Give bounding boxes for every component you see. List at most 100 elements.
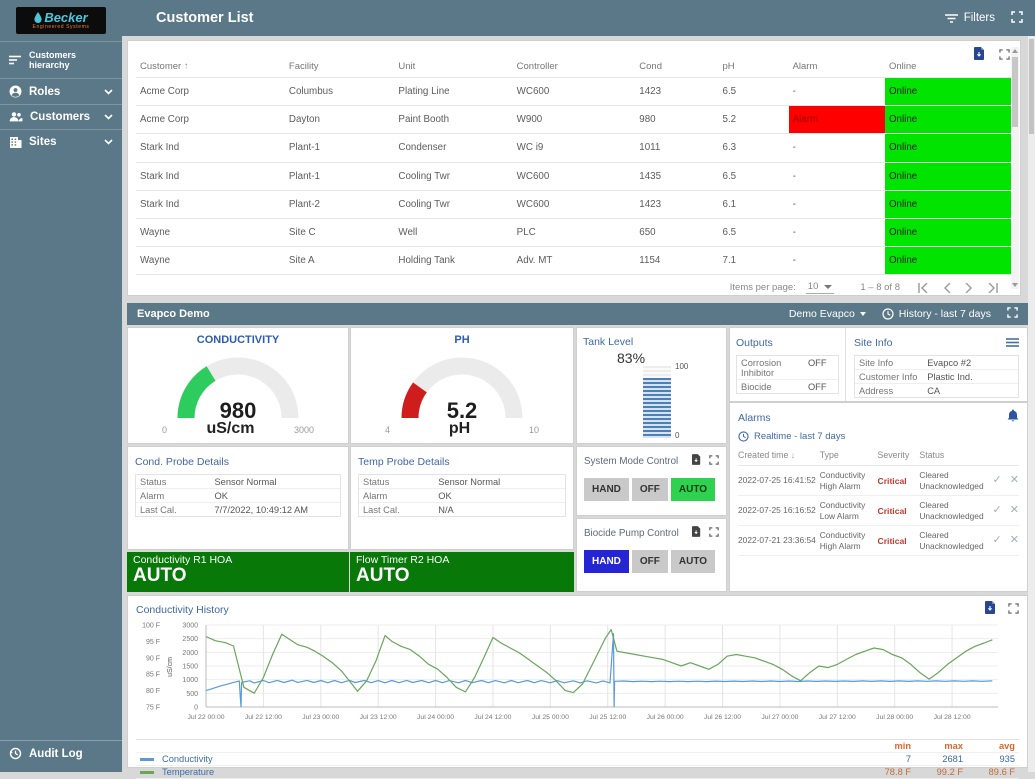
acknowledge-check-icon[interactable]: ✓ <box>992 504 1002 516</box>
sidebar-item-audit-log[interactable]: Audit Log <box>0 740 122 766</box>
customer-table-header: Customer ↑ Facility Unit Controller Cond pH Al… <box>136 55 1012 77</box>
page-scrollbar[interactable] <box>1028 36 1035 772</box>
unit-cell: Paint Booth <box>398 114 450 126</box>
last-page-icon[interactable] <box>987 282 998 293</box>
unit-cell: Holding Tank <box>398 255 455 267</box>
off-button[interactable]: OFF <box>631 478 668 501</box>
table-row[interactable]: Acme Corp Dayton Paint Booth W900 980 5.2 Alar… <box>136 105 1012 134</box>
kv-value: Sensor Normal <box>214 476 277 487</box>
alarms-panel: Alarms Realtime - last 7 days Created ti… <box>729 402 1028 592</box>
hoa-label: Conductivity R1 HOA <box>133 554 233 566</box>
alarms-range[interactable]: Realtime - last 7 days <box>738 431 1019 442</box>
customer-cell: Stark Ind <box>140 198 180 210</box>
sidebar-item-roles[interactable]: Roles <box>0 78 122 104</box>
customer-cell: Wayne <box>140 227 171 239</box>
svg-text:Jul 25 00:00: Jul 25 00:00 <box>532 714 569 721</box>
legend-item[interactable]: Conductivity <box>140 754 213 764</box>
column-header[interactable]: Customer ↑ <box>140 60 189 72</box>
prev-page-icon[interactable] <box>943 282 951 293</box>
alarm-row: 2022-07-25 16:41:52 Conductivity High Ala… <box>738 466 1019 496</box>
hand-button[interactable]: HAND <box>584 550 629 573</box>
stat-value: 89.6 F <box>988 767 1015 777</box>
site-info-table: Site Info Evapco #2 Customer Info Plastic I… <box>854 355 1019 398</box>
alarm-column-header[interactable]: Severity <box>877 450 910 460</box>
table-scrollbar[interactable] <box>1011 47 1019 289</box>
sidebar-item-sites[interactable]: Sites <box>0 129 122 154</box>
fullscreen-icon[interactable] <box>709 452 719 470</box>
column-header[interactable]: Alarm <box>792 60 818 72</box>
kv-value: Plastic Ind. <box>927 371 973 382</box>
history-range-button[interactable]: History - last 7 days <box>882 308 991 320</box>
auto-button[interactable]: AUTO <box>670 550 716 573</box>
fullscreen-icon[interactable] <box>709 524 719 542</box>
legend-row: Conductivity 7 2681 935 <box>136 753 1019 766</box>
svg-text:Jul 25 12:00: Jul 25 12:00 <box>589 714 626 721</box>
dismiss-x-icon[interactable]: ✕ <box>1009 534 1019 546</box>
menu-icon[interactable] <box>1006 334 1019 352</box>
column-header[interactable]: Online <box>888 60 917 72</box>
legend-item[interactable]: Temperature <box>140 767 214 777</box>
column-header[interactable]: Controller <box>516 60 558 72</box>
controller-cell: WC600 <box>516 86 550 98</box>
table-row[interactable]: Acme Corp Columbus Plating Line WC600 1423 6.… <box>136 77 1012 106</box>
export-icon[interactable] <box>692 452 701 470</box>
ph-cell: 6.5 <box>722 86 737 98</box>
acknowledge-check-icon[interactable]: ✓ <box>992 534 1002 546</box>
auto-button[interactable]: AUTO <box>670 478 716 501</box>
bell-icon[interactable] <box>1007 409 1019 427</box>
alarm-column-header[interactable]: Created time ↓ <box>738 450 796 460</box>
site-selector-dropdown[interactable]: Demo Evapco <box>789 308 866 320</box>
legend-row: Temperature 78.8 F 99.2 F 89.6 F <box>136 766 1019 779</box>
online-cell: Online <box>884 218 1012 247</box>
fullscreen-icon[interactable] <box>1008 601 1019 619</box>
alarm-table-header: Created time ↓ Type Severity Status <box>738 450 1019 466</box>
next-page-icon[interactable] <box>965 282 973 293</box>
column-header[interactable]: Cond <box>639 60 662 72</box>
fullscreen-icon[interactable] <box>999 47 1010 65</box>
table-row[interactable]: Stark Ind Plant-2 Cooling Twr WC600 1423 6.1 -… <box>136 189 1012 218</box>
svg-text:95 F: 95 F <box>146 639 160 646</box>
fullscreen-icon[interactable] <box>1011 10 1023 26</box>
ph-cell: 6.5 <box>722 227 737 239</box>
table-row[interactable]: Stark Ind Plant-1 Cooling Twr WC600 1435 6.5 -… <box>136 161 1012 190</box>
fullscreen-icon[interactable] <box>1007 307 1018 321</box>
sidebar-nav: Customers hierarchy Roles Customers Site… <box>0 41 122 154</box>
building-icon <box>10 137 22 148</box>
off-button[interactable]: OFF <box>631 550 668 573</box>
column-header[interactable]: Unit <box>398 60 416 72</box>
alarm-status: Cleared Unacknowledged <box>919 470 984 491</box>
gauge-max-label: 10 <box>528 425 539 435</box>
unit-cell: Well <box>398 227 418 239</box>
kv-row: Corrosion Inhibitor OFF <box>737 356 838 380</box>
stats-headers: min max avg <box>859 741 1015 751</box>
alarm-column-header[interactable]: Status <box>919 450 945 460</box>
table-row[interactable]: Wayne Site A Holding Tank Adv. MT 1154 7.1 - On… <box>136 246 1012 275</box>
kv-value: N/A <box>438 504 454 515</box>
column-header[interactable]: Facility <box>288 60 319 72</box>
controller-cell: WC i9 <box>516 142 544 154</box>
hand-button[interactable]: HAND <box>584 478 629 501</box>
caret-down-icon <box>859 312 866 316</box>
items-per-page-select[interactable]: 10 <box>805 281 835 295</box>
page-title: Customer List <box>156 10 254 26</box>
column-header[interactable]: pH <box>722 60 735 72</box>
acknowledge-check-icon[interactable]: ✓ <box>992 474 1002 486</box>
svg-text:2500: 2500 <box>182 636 198 643</box>
sidebar-item-customers[interactable]: Customers <box>0 104 122 129</box>
svg-text:Jul 27 12:00: Jul 27 12:00 <box>819 714 856 721</box>
export-icon[interactable] <box>692 524 701 542</box>
sidebar-item-customers-hierarchy[interactable]: Customers hierarchy <box>0 41 122 78</box>
export-icon[interactable] <box>985 601 996 619</box>
kv-value: Evapco #2 <box>927 357 972 368</box>
filters-button[interactable]: Filters <box>944 12 995 24</box>
cond-cell: 1423 <box>639 198 662 210</box>
table-row[interactable]: Wayne Site C Well PLC 650 6.5 - Online <box>136 217 1012 247</box>
alarm-column-header[interactable]: Type <box>819 450 839 460</box>
dismiss-x-icon[interactable]: ✕ <box>1009 504 1019 516</box>
hoa-label: Flow Timer R2 HOA <box>356 554 450 566</box>
first-page-icon[interactable] <box>918 282 929 293</box>
export-icon[interactable] <box>974 47 985 65</box>
dismiss-x-icon[interactable]: ✕ <box>1009 474 1019 486</box>
alarm-actions-header <box>991 450 1019 460</box>
table-row[interactable]: Stark Ind Plant-1 Condenser WC i9 1011 6.3 - On… <box>136 133 1012 162</box>
